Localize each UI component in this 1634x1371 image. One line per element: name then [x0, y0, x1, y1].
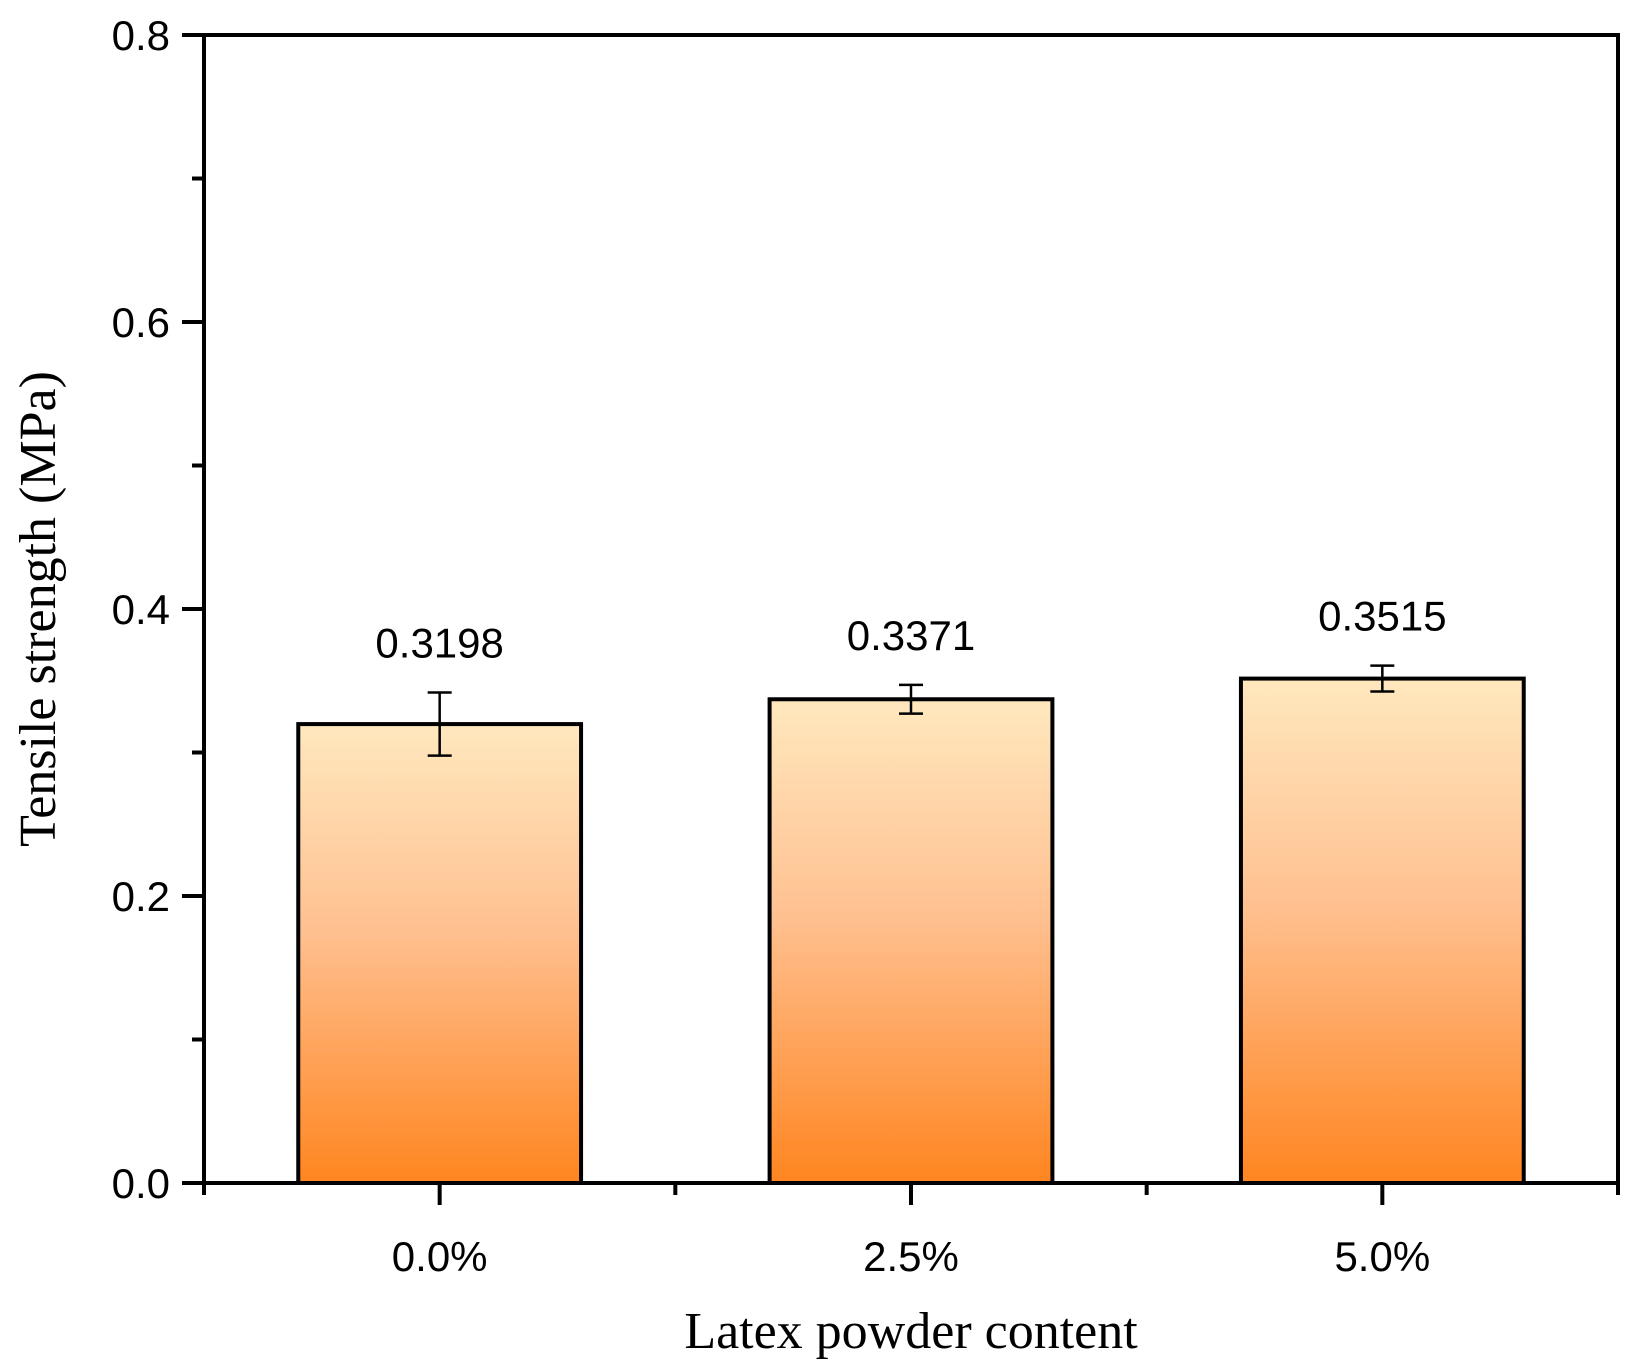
- data-label: 0.3198: [375, 620, 503, 667]
- y-tick-label: 0.8: [112, 12, 170, 59]
- x-tick-label: 5.0%: [1334, 1233, 1430, 1280]
- y-tick-label: 0.4: [112, 586, 170, 633]
- y-tick-label: 0.6: [112, 299, 170, 346]
- y-axis-title: Tensile strength (MPa): [10, 371, 67, 847]
- y-axis: 0.0 0.2 0.4 0.6 0.8: [112, 12, 204, 1207]
- x-axis: 0.0% 2.5% 5.0%: [202, 1183, 1620, 1280]
- data-label: 0.3515: [1318, 593, 1446, 640]
- error-bars: [427, 664, 1395, 757]
- x-axis-title: Latex powder content: [684, 1303, 1138, 1360]
- data-label: 0.3371: [847, 612, 975, 659]
- bar: [296, 722, 584, 1185]
- x-tick-label: 0.0%: [392, 1233, 488, 1280]
- x-tick-label: 2.5%: [863, 1233, 959, 1280]
- bar: [767, 697, 1055, 1185]
- bar: [1238, 676, 1526, 1185]
- y-tick-label: 0.2: [112, 873, 170, 920]
- data-labels: 0.3198 0.3371 0.3515: [375, 593, 1446, 667]
- y-tick-label: 0.0: [112, 1160, 170, 1207]
- bars: [296, 676, 1526, 1185]
